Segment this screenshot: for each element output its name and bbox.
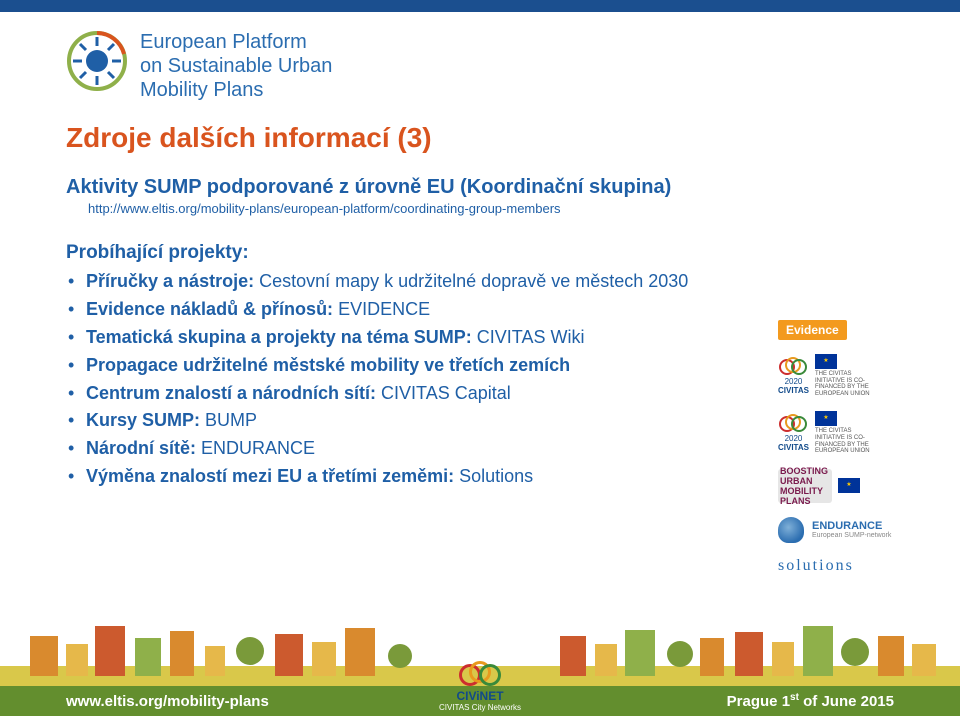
subtitle: Aktivity SUMP podporované z úrovně EU (K…	[66, 176, 894, 199]
list-item: Tematická skupina a projekty na téma SUM…	[66, 324, 894, 352]
list-item: Národní sítě: ENDURANCE	[66, 435, 894, 463]
evidence-badge: Evidence	[778, 320, 847, 340]
endurance-text: ENDURANCE European SUMP-network	[812, 520, 891, 539]
rings-icon	[779, 414, 807, 434]
bullet-strong: Národní sítě:	[86, 438, 201, 458]
endurance-sub: European SUMP-network	[812, 532, 891, 539]
bullet-text: ENDURANCE	[201, 438, 315, 458]
platform-logo: European Platform on Sustainable Urban M…	[66, 30, 332, 102]
top-bar	[0, 0, 960, 12]
bullet-text: Solutions	[459, 466, 533, 486]
list-item: Kursy SUMP: BUMP	[66, 407, 894, 435]
bullet-strong: Centrum znalostí a národních sítí:	[86, 383, 381, 403]
civitas-year: 2020	[785, 377, 803, 386]
section-label: Probíhající projekty:	[66, 242, 894, 264]
endurance-icon	[778, 517, 804, 543]
bullet-strong: Příručky a nástroje:	[86, 271, 259, 291]
list-item: Výměna znalostí mezi EU a třetími zeměmi…	[66, 463, 894, 491]
footer: www.eltis.org/mobility-plans CIViNET CIV…	[0, 616, 960, 716]
eu-note: THE CIVITAS INITIATIVE IS CO-FINANCED BY…	[815, 371, 875, 397]
civitas-name: CIVITAS	[778, 443, 809, 452]
endurance-row: ENDURANCE European SUMP-network	[778, 517, 891, 543]
list-item: Propagace udržitelné městské mobility ve…	[66, 352, 894, 380]
civinet-title: CIViNET	[425, 689, 535, 703]
bullet-text: CIVITAS Capital	[381, 383, 511, 403]
header: European Platform on Sustainable Urban M…	[0, 12, 960, 102]
bullet-strong: Výměna znalostí mezi EU a třetími zeměmi…	[86, 466, 459, 486]
civitas-badge: 2020 CIVITAS	[778, 414, 809, 452]
bullet-text: EVIDENCE	[338, 299, 430, 319]
list-item: Příručky a nástroje: Cestovní mapy k udr…	[66, 268, 894, 296]
footer-url[interactable]: www.eltis.org/mobility-plans	[66, 693, 269, 710]
side-logos: Evidence 2020 CIVITAS ★ THE CIVITAS INIT…	[778, 320, 928, 575]
civitas-row: 2020 CIVITAS ★ THE CIVITAS INITIATIVE IS…	[778, 354, 875, 397]
footer-date: Prague 1st of June 2015	[727, 692, 894, 710]
eu-flag-icon: ★	[815, 411, 837, 426]
footer-date-suffix: of June 2015	[799, 693, 894, 710]
civitas-year: 2020	[785, 434, 803, 443]
eu-flag-icon: ★	[838, 478, 860, 493]
bullet-text: CIVITAS Wiki	[477, 327, 585, 347]
rings-icon	[779, 357, 807, 377]
endurance-name: ENDURANCE	[812, 520, 882, 532]
footer-date-sup: st	[790, 692, 799, 703]
bullet-strong: Tematická skupina a projekty na téma SUM…	[86, 327, 477, 347]
page-title: Zdroje dalších informací (3)	[66, 122, 894, 154]
eu-note: THE CIVITAS INITIATIVE IS CO-FINANCED BY…	[815, 428, 875, 454]
civinet-badge: CIViNET CIVITAS City Networks	[425, 661, 535, 712]
civitas-row-2: 2020 CIVITAS ★ THE CIVITAS INITIATIVE IS…	[778, 411, 875, 454]
bullet-text: Cestovní mapy k udržitelné dopravě ve mě…	[259, 271, 688, 291]
list-item: Evidence nákladů & přínosů: EVIDENCE	[66, 296, 894, 324]
bullet-strong: Kursy SUMP:	[86, 410, 205, 430]
bump-row: BOOSTING URBAN MOBILITY PLANS ★	[778, 469, 860, 503]
civitas-badge: 2020 CIVITAS	[778, 357, 809, 395]
civinet-subtitle: CIVITAS City Networks	[425, 703, 535, 712]
subtitle-link[interactable]: http://www.eltis.org/mobility-plans/euro…	[66, 201, 894, 216]
list-item: Centrum znalostí a národních sítí: CIVIT…	[66, 380, 894, 408]
bump-badge: BOOSTING URBAN MOBILITY PLANS	[778, 469, 832, 503]
bullet-strong: Propagace udržitelné městské mobility ve…	[86, 355, 570, 375]
eu-flag-icon: ★	[815, 354, 837, 369]
logo-text: European Platform on Sustainable Urban M…	[140, 30, 332, 102]
solutions-text: solutions	[778, 557, 854, 575]
footer-date-prefix: Prague 1	[727, 693, 790, 710]
evidence-row: Evidence	[778, 320, 847, 340]
bullet-strong: Evidence nákladů & přínosů:	[86, 299, 338, 319]
logo-icon	[66, 30, 128, 92]
rings-icon	[459, 661, 501, 687]
bullet-list: Příručky a nástroje: Cestovní mapy k udr…	[66, 268, 894, 491]
bullet-text: BUMP	[205, 410, 257, 430]
civitas-name: CIVITAS	[778, 386, 809, 395]
